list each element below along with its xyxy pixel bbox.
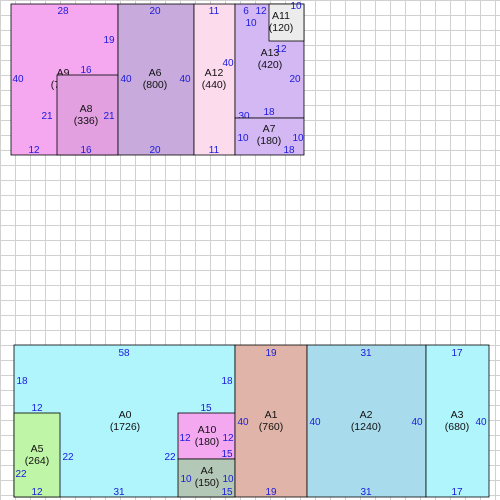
area-a4[interactable]: A4 (150) 10 10 15 (177, 458, 236, 498)
dim-label: 10 (290, 1, 302, 12)
dim-label: 21 (41, 111, 53, 122)
dim-label: 19 (265, 348, 277, 359)
area-a5[interactable]: A5 (264) 12 22 12 (13, 403, 61, 498)
dim-label: 15 (221, 449, 233, 460)
dim-label: 10 (222, 474, 234, 485)
dim-label: 17 (451, 487, 463, 498)
area-a8-value: (336) (74, 115, 99, 127)
dim-label: 10 (237, 133, 249, 144)
dim-label: 58 (118, 348, 130, 359)
dim-label: 18 (263, 107, 275, 118)
area-a11-value: (120) (269, 22, 294, 34)
dim-label: 40 (309, 417, 321, 428)
dim-label: 15 (200, 403, 212, 414)
dim-label: 40 (237, 417, 249, 428)
dim-label: 31 (360, 348, 372, 359)
dim-label: 15 (221, 487, 233, 498)
dim-label: 12 (28, 145, 40, 156)
dim-label: 12 (179, 433, 191, 444)
area-a6[interactable]: A6 (800) 20 40 40 20 (117, 3, 195, 156)
dim-label: 40 (12, 74, 24, 85)
area-a7-value: (180) (257, 135, 282, 147)
area-a10-name: A10 (198, 424, 217, 436)
dim-label: 12 (31, 487, 43, 498)
area-a13-value: (420) (258, 59, 283, 71)
area-a13-name: A13 (261, 47, 280, 59)
area-a4-name: A4 (201, 465, 214, 477)
dim-label: 31 (360, 487, 372, 498)
area-a2-name: A2 (360, 409, 373, 421)
dim-label: 18 (283, 145, 295, 156)
area-a8-name: A8 (80, 103, 93, 115)
area-a12[interactable]: A12 (440) 11 40 11 (193, 3, 236, 156)
dim-label: 17 (451, 348, 463, 359)
area-a1[interactable]: A1 (760) 19 40 19 (234, 344, 308, 498)
area-a6-name: A6 (149, 67, 162, 79)
dim-label: 11 (209, 6, 220, 17)
dim-label: 20 (149, 145, 161, 156)
area-a2-value: (1240) (351, 421, 381, 433)
area-a0-name: A0 (119, 409, 132, 421)
dim-label: 22 (15, 469, 27, 480)
dim-label: 19 (103, 35, 115, 46)
area-a10[interactable]: A10 (180) 15 12 12 15 (177, 403, 236, 460)
dim-label: 21 (103, 111, 115, 122)
area-a2[interactable]: A2 (1240) 31 40 40 31 (306, 344, 427, 498)
dim-label: 18 (221, 376, 233, 387)
area-a5-value: (264) (25, 455, 50, 467)
dim-label: 40 (475, 417, 487, 428)
dim-label: 11 (209, 145, 220, 156)
area-a11-name: A11 (272, 10, 290, 22)
dim-label: 40 (120, 74, 132, 85)
area-a11[interactable]: A11 (120) 10 (268, 1, 305, 42)
dim-label: 10 (180, 474, 192, 485)
area-a1-value: (760) (259, 421, 284, 433)
dim-label: 28 (57, 6, 69, 17)
dim-label: 6 (243, 6, 249, 17)
area-a3-name: A3 (451, 409, 464, 421)
area-a1-name: A1 (265, 409, 278, 421)
dim-label: 31 (113, 487, 125, 498)
dim-label: 40 (179, 74, 191, 85)
dim-label: 10 (245, 18, 257, 29)
area-a12-name: A12 (205, 67, 224, 79)
dim-label: 30 (238, 111, 250, 122)
dim-label: 18 (16, 376, 28, 387)
area-a4-value: (150) (195, 477, 220, 489)
area-a5-name: A5 (31, 443, 44, 455)
dim-label: 22 (62, 452, 74, 463)
dim-label: 40 (411, 417, 423, 428)
dim-label: 12 (275, 44, 287, 55)
area-a10-value: (180) (195, 436, 220, 448)
dim-label: 40 (222, 58, 234, 69)
area-a6-value: (800) (143, 79, 168, 91)
dim-label: 16 (80, 65, 92, 76)
area-a7[interactable]: A7 (180) 10 10 18 (234, 117, 305, 156)
dim-label: 12 (255, 6, 267, 17)
area-a0-value: (1726) (110, 421, 140, 433)
area-a3-value: (680) (445, 421, 470, 433)
area-a12-value: (440) (202, 79, 227, 91)
dim-label: 12 (222, 433, 234, 444)
dim-label: 20 (149, 6, 161, 17)
area-a3[interactable]: A3 (680) 17 40 17 (425, 344, 490, 498)
dim-label: 19 (265, 487, 277, 498)
area-a7-name: A7 (263, 123, 276, 135)
dim-label: 20 (289, 74, 301, 85)
dim-label: 10 (292, 133, 304, 144)
dim-label: 16 (80, 145, 92, 156)
dim-label: 22 (164, 452, 176, 463)
dim-label: 12 (31, 403, 43, 414)
